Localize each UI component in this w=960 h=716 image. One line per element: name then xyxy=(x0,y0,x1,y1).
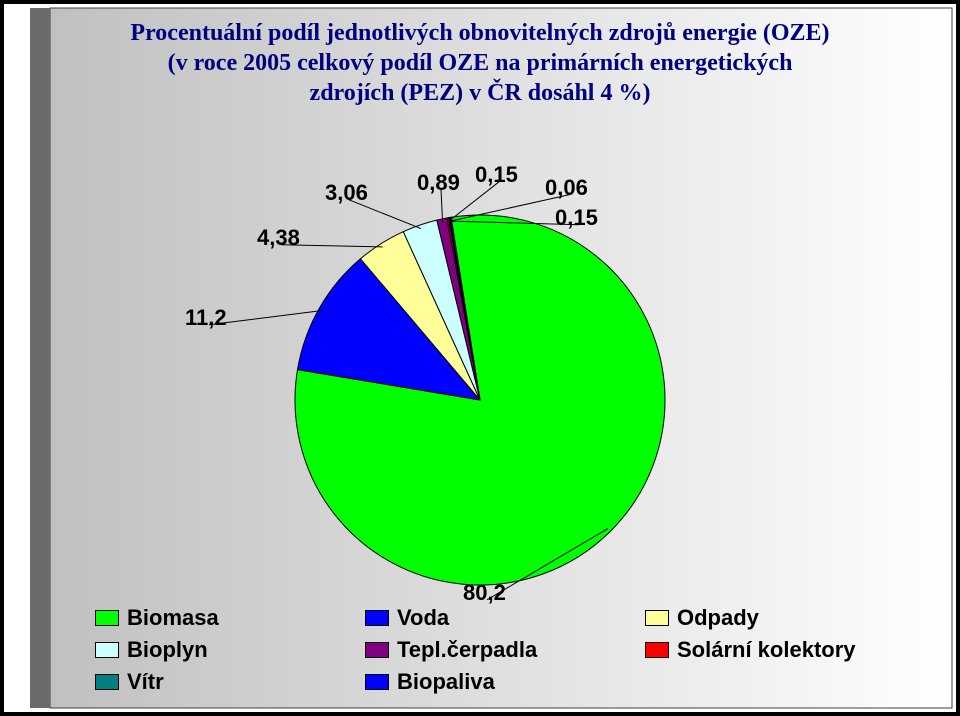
legend-swatch xyxy=(645,642,669,658)
legend-label: Vítr xyxy=(127,669,164,695)
slide: Procentuální podíl jednotlivých obnovite… xyxy=(0,0,960,716)
legend-item-bioplyn: Bioplyn xyxy=(95,637,365,663)
pie-label-v-tr: 0,06 xyxy=(545,175,588,201)
legend-label: Biopaliva xyxy=(397,669,495,695)
legend-label: Voda xyxy=(397,605,449,631)
legend-swatch xyxy=(95,674,119,690)
legend-col-3: Odpady Solární kolektory xyxy=(645,605,875,695)
pie-label-biopaliva: 0,15 xyxy=(555,205,598,231)
pie-label-biomasa: 80,2 xyxy=(463,580,506,606)
title-line-2: (v roce 2005 celkový podíl OZE na primár… xyxy=(80,48,880,78)
legend: Biomasa Bioplyn Vítr Voda Tepl.čerpadla Biopa… xyxy=(95,605,875,695)
legend-label: Solární kolektory xyxy=(677,637,856,663)
legend-item-biomasa: Biomasa xyxy=(95,605,365,631)
pie-svg xyxy=(155,160,805,620)
legend-swatch xyxy=(645,610,669,626)
legend-col-2: Voda Tepl.čerpadla Biopaliva xyxy=(365,605,645,695)
legend-swatch xyxy=(365,674,389,690)
pie-label-sol-rn-kolektory: 0,15 xyxy=(475,162,518,188)
pie-label-odpady: 4,38 xyxy=(257,225,300,251)
title-line-3: zdrojích (PEZ) v ČR dosáhl 4 %) xyxy=(80,78,880,108)
legend-label: Biomasa xyxy=(127,605,219,631)
pie-label-bioplyn: 3,06 xyxy=(325,180,368,206)
legend-swatch xyxy=(365,610,389,626)
pie-chart: 80,211,24,383,060,890,150,060,15 xyxy=(155,160,805,590)
legend-swatch xyxy=(95,642,119,658)
legend-col-1: Biomasa Bioplyn Vítr xyxy=(95,605,365,695)
legend-item-tepl-erpadla: Tepl.čerpadla xyxy=(365,637,645,663)
title-block: Procentuální podíl jednotlivých obnovite… xyxy=(80,18,880,108)
legend-item-sol-rn-kolektory: Solární kolektory xyxy=(645,637,875,663)
pie-label-voda: 11,2 xyxy=(185,305,227,331)
legend-label: Bioplyn xyxy=(127,637,208,663)
legend-swatch xyxy=(95,610,119,626)
legend-label: Tepl.čerpadla xyxy=(397,637,537,663)
pie-label-tepl-erpadla: 0,89 xyxy=(417,170,460,196)
legend-item-odpady: Odpady xyxy=(645,605,875,631)
legend-label: Odpady xyxy=(677,605,759,631)
title-line-1: Procentuální podíl jednotlivých obnovite… xyxy=(80,18,880,48)
legend-item-voda: Voda xyxy=(365,605,645,631)
legend-item-v-tr: Vítr xyxy=(95,669,365,695)
legend-swatch xyxy=(365,642,389,658)
legend-item-biopaliva: Biopaliva xyxy=(365,669,645,695)
